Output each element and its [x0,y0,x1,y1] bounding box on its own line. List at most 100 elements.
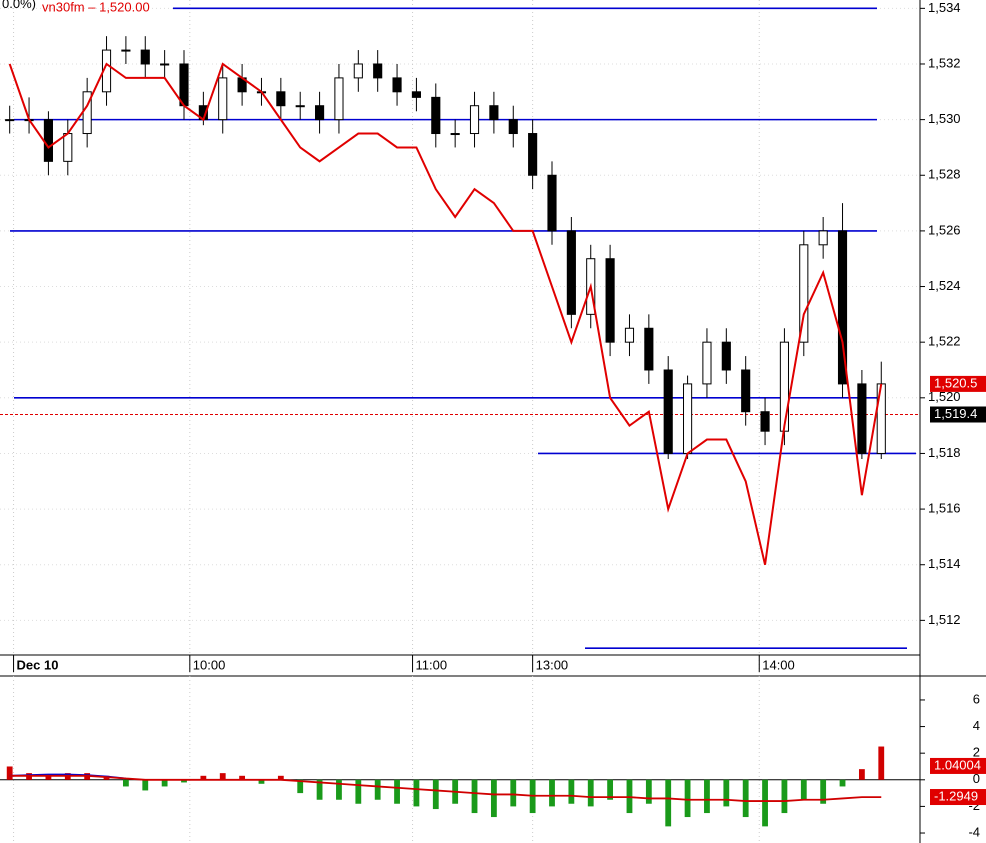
hist-bar [142,779,149,791]
hist-bar [336,779,342,800]
candle-body [353,63,363,79]
candle-body [63,133,73,162]
value-tag [930,789,986,806]
candle-body [818,230,828,246]
value-tag-label: 1.04004 [934,757,981,772]
candle-body [857,383,867,454]
y-tick-label: 1,530 [928,111,961,126]
hist-bar [858,769,865,780]
hist-bar [645,779,652,804]
candle-body [5,119,15,122]
candle-body [528,133,538,176]
candle-body [799,244,809,343]
candle-body [295,105,305,108]
candle-body [702,341,712,385]
hist-bar [665,779,672,827]
hist-bar [355,779,362,804]
y-tick-label: 0 [973,771,980,786]
y-tick-label: 6 [973,691,980,706]
candle-body [431,96,441,135]
candle-body [760,411,770,432]
candle-body [644,327,654,371]
price-line [8,62,883,565]
legend-prefix: 0.0%) [2,0,36,11]
hist-bar [762,779,768,827]
candle-body [179,63,189,107]
candle-body [450,133,460,136]
hist-bar [820,779,827,804]
candle-body [43,119,53,162]
candle-body [373,63,383,79]
y-tick-label: 1,522 [928,334,961,349]
value-tag-label: -1.2949 [934,788,978,803]
candle-body [315,105,325,121]
hist-bar [161,779,168,787]
y-tick-label: 2 [973,745,980,760]
hist-bar [490,779,497,818]
hist-bar [122,779,129,787]
hist-bar [432,779,439,810]
candle-body [721,341,731,371]
candle-body [837,230,848,385]
value-tag [930,757,986,774]
candle-body [469,105,480,135]
hist-bar [316,779,323,800]
candle-body [411,91,421,98]
hist-bar [200,775,207,780]
hist-bar [839,779,846,787]
y-tick-label: 1,526 [928,222,961,237]
hist-bar [878,746,885,780]
hist-bar [45,775,52,780]
price-tag [930,406,986,423]
y-tick-label: 1,532 [928,55,961,70]
candle-body [276,91,286,107]
x-tick-label: 10:00 [193,657,226,672]
hist-bar [394,779,400,804]
candle-body [489,105,499,121]
signal-line [9,774,882,802]
y-tick-label: 1,518 [928,445,961,460]
hist-bar [413,779,420,807]
candle-body [663,369,673,454]
candle-body [876,383,886,454]
y-tick-label: 1,520 [928,389,961,404]
y-tick-label: -2 [968,798,980,813]
y-tick-label: 1,512 [928,612,961,627]
y-tick-label: 1,534 [928,0,961,15]
y-tick-label: 1,524 [928,278,961,293]
y-tick-label: 1,516 [928,501,961,516]
candle-body [605,258,615,343]
hist-bar [239,775,246,780]
x-tick-label: 11:00 [416,657,448,672]
candle-body [121,49,131,52]
y-tick-label: 4 [973,718,980,733]
hist-bar [510,779,517,807]
hist-bar [587,779,594,807]
y-tick-label: -4 [968,824,980,839]
candle-body [334,77,344,121]
hist-bar [607,779,614,800]
hist-bar [471,779,478,814]
hist-bar [800,779,807,800]
hist-bar [568,779,575,804]
hist-bar [374,779,381,800]
candle-body [741,369,751,413]
y-tick-label: 1,528 [928,167,961,182]
candle-body [566,230,576,315]
hist-bar [704,779,710,814]
hist-bar [6,766,13,780]
hist-bar [277,775,284,780]
hist-bar [549,779,555,807]
legend-title: vn30fm – 1,520.00 [42,0,150,14]
x-tick-label: 13:00 [536,657,569,672]
y-tick-label: 1,514 [928,556,961,571]
candle-body [779,341,789,432]
hist-bar [684,779,691,818]
hist-bar [742,779,749,818]
price-tag [930,375,986,392]
candle-body [547,174,557,232]
price-tag-label: 1,519.4 [934,406,977,421]
x-tick-label: 14:00 [762,657,795,672]
hist-bar [258,779,265,784]
